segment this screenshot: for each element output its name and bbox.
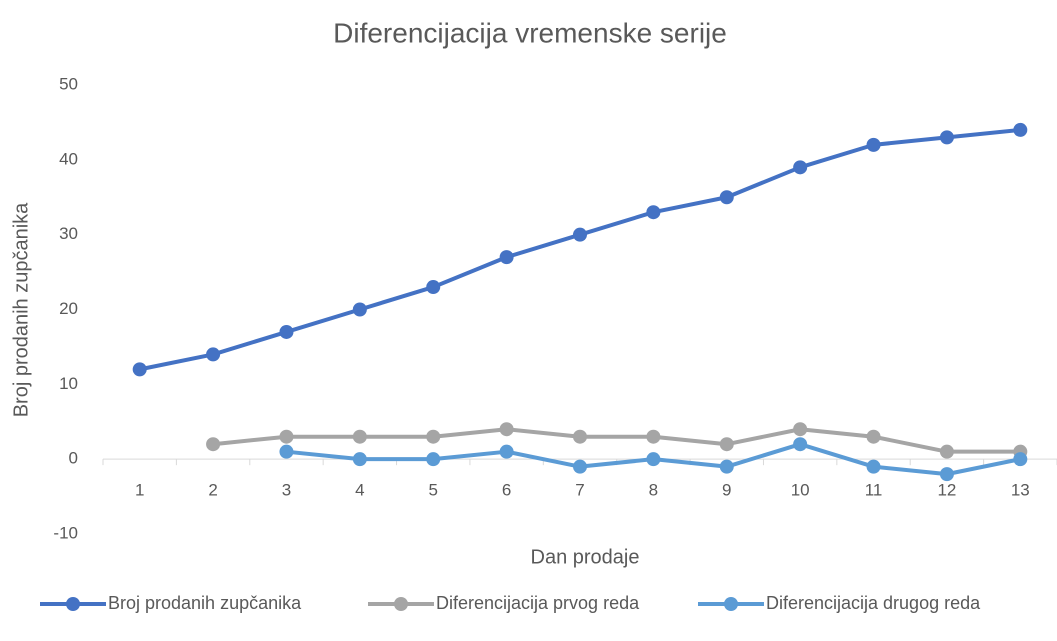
data-point (939, 444, 954, 459)
legend-label: Diferencijacija drugog reda (766, 593, 981, 613)
data-point (279, 324, 294, 339)
legend-label: Broj prodanih zupčanika (108, 593, 302, 613)
data-point (866, 459, 881, 474)
data-point (206, 347, 221, 362)
series-line (212, 427, 1021, 454)
legend-label: Diferencijacija prvog reda (436, 593, 640, 613)
data-point (793, 160, 808, 175)
data-point (573, 459, 587, 474)
data-point (866, 429, 881, 444)
data-point (499, 250, 514, 265)
data-point (793, 437, 808, 452)
data-point (352, 302, 367, 317)
y-tick-label: 10 (59, 374, 78, 393)
y-tick-label: 40 (59, 149, 78, 168)
data-point (1013, 122, 1028, 137)
data-point (719, 459, 734, 474)
data-point (719, 190, 734, 205)
chart-title: Diferencijacija vremenske serije (333, 17, 727, 48)
data-point (426, 452, 441, 467)
y-tick-label: 20 (59, 299, 78, 318)
data-point (279, 429, 294, 444)
legend-marker (394, 597, 408, 611)
x-tick-label: 8 (649, 480, 658, 499)
data-point (279, 444, 294, 459)
data-point (939, 467, 954, 482)
x-tick-label: 13 (1011, 480, 1030, 499)
x-axis-title: Dan prodaje (531, 546, 640, 568)
y-tick-label: -10 (53, 523, 78, 542)
data-point (132, 362, 147, 377)
data-point (499, 444, 514, 459)
x-tick-label: 11 (865, 480, 883, 499)
x-tick-label: 2 (208, 480, 217, 499)
x-tick-label: 3 (282, 480, 291, 499)
x-tick-label: 10 (791, 480, 810, 499)
y-axis-title: Broj prodanih zupčanika (10, 202, 32, 417)
data-point (426, 429, 441, 444)
x-tick-label: 7 (575, 480, 584, 499)
series-line (139, 127, 1021, 372)
data-point (866, 137, 881, 152)
data-point (352, 429, 367, 444)
x-tick-label: 1 (135, 480, 144, 499)
data-point (499, 422, 514, 437)
data-point (426, 280, 441, 295)
x-tick-label: 9 (722, 480, 731, 499)
data-point (573, 227, 587, 242)
y-tick-label: 0 (69, 449, 78, 468)
legend-marker (724, 597, 738, 611)
data-point (1013, 452, 1028, 467)
x-tick-label: 4 (355, 480, 364, 499)
data-point (719, 437, 734, 452)
data-point (646, 452, 661, 467)
data-point (793, 422, 808, 437)
data-point (206, 437, 221, 452)
data-point (646, 205, 661, 220)
y-tick-label: 50 (59, 74, 78, 93)
data-point (939, 130, 954, 145)
data-point (573, 429, 587, 444)
y-tick-label: 30 (59, 224, 78, 243)
x-tick-label: 6 (502, 480, 511, 499)
data-point (646, 429, 661, 444)
x-tick-label: 5 (428, 480, 437, 499)
x-tick-label: 12 (937, 480, 956, 499)
legend-marker (66, 597, 80, 611)
data-point (352, 452, 367, 467)
